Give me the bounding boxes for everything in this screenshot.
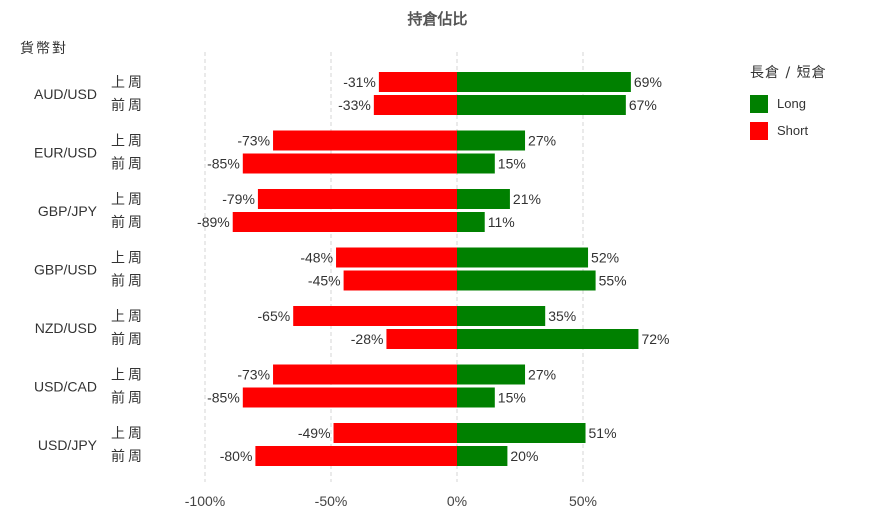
bar-long [457,306,546,326]
x-tick-label: -100% [185,493,225,509]
bar-long [457,212,485,232]
data-label-short: -28% [351,331,384,347]
bar-long [457,189,510,209]
period-label: 前周 [111,390,145,407]
data-label-short: -73% [237,133,270,149]
data-label-short: -48% [300,250,333,266]
data-label-short: -49% [298,425,331,441]
period-label: 前周 [111,214,145,231]
period-label: 前周 [111,273,145,290]
period-label: 上周 [111,134,145,150]
legend-label-short: Short [777,123,809,138]
pair-label: EUR/USD [34,145,97,161]
pair-label: NZD/USD [35,320,97,336]
legend-label-long: Long [777,96,806,111]
bar-long [457,247,589,268]
bar-long [457,270,596,291]
bar-short [378,72,457,92]
x-tick-label: 50% [569,493,597,509]
data-label-long: 27% [528,133,556,149]
data-label-long: 51% [589,425,617,441]
chart-title: 持倉佔比 [407,10,468,28]
y-axis-title: 貨幣對 [20,40,68,57]
bar-long [457,72,631,92]
pair-label: GBP/JPY [38,203,98,219]
x-tick-label: 0% [447,493,467,509]
data-label-short: -85% [207,156,240,172]
period-label: 前周 [111,156,145,173]
legend-swatch-long [750,94,768,113]
bar-short [255,446,457,466]
period-label: 前周 [111,448,145,465]
bar-short [333,423,457,443]
period-label: 上周 [111,426,145,442]
data-label-short: -45% [308,273,341,289]
data-label-long: 27% [528,367,556,383]
data-label-long: 20% [510,448,538,464]
bar-long [457,95,626,115]
data-label-long: 35% [548,308,576,324]
period-label: 前周 [111,331,145,348]
period-label: 上周 [111,368,145,384]
bar-short [373,95,457,115]
bar-short [242,153,457,174]
legend-item-short[interactable]: Short [750,117,827,144]
data-label-long: 11% [488,214,515,230]
data-label-long: 67% [629,97,657,113]
data-label-long: 72% [641,331,669,347]
data-label-short: -79% [222,191,255,207]
bar-long [457,446,508,466]
bar-long [457,153,495,174]
bar-long [457,364,526,385]
bar-short [242,387,457,408]
legend-item-long[interactable]: Long [750,90,827,117]
data-label-short: -65% [258,308,291,324]
data-label-short: -80% [220,448,253,464]
data-label-long: 55% [599,273,627,289]
bar-short [293,306,457,326]
bar-short [232,212,457,232]
bar-short [386,329,457,349]
bar-long [457,423,586,443]
pair-label: USD/CAD [34,379,97,395]
labels-layer: -31% 69% -33% 67% -73% 27% -85% 15% -79% 21% -89% 1… [197,74,669,464]
bar-long [457,329,639,349]
x-tick-label: -50% [315,493,348,509]
bar-short [273,364,457,385]
period-label: 前周 [111,97,145,114]
data-label-long: 52% [591,250,619,266]
pair-label: GBP/USD [34,262,97,278]
data-label-long: 15% [498,156,526,172]
data-label-long: 15% [498,390,526,406]
legend-swatch-short [750,121,768,140]
period-label: 上周 [111,192,145,208]
data-label-short: -89% [197,214,230,230]
legend-title: 長倉 / 短倉 [750,65,827,81]
pair-label: AUD/USD [34,86,97,102]
period-label: 上周 [111,251,145,267]
bar-short [257,189,457,209]
bar-short [336,247,457,268]
bar-long [457,130,526,151]
period-label: 上周 [111,75,145,91]
bar-short [273,130,457,151]
data-label-short: -73% [237,367,270,383]
bar-short [343,270,457,291]
data-label-long: 69% [634,74,662,90]
bars-layer [232,72,639,466]
legend: 長倉 / 短倉 Long Short [750,62,827,144]
period-label: 上周 [111,309,145,325]
axis-layer: -100% -50% 0% 50%貨幣對AUD/USD上周前周EUR/USD上周前周G… [20,40,597,509]
pair-label: USD/JPY [38,437,98,453]
grid-layer [204,52,584,482]
bar-long [457,387,495,408]
data-label-short: -31% [343,74,376,90]
data-label-long: 21% [513,191,541,207]
data-label-short: -33% [338,97,371,113]
data-label-short: -85% [207,390,240,406]
